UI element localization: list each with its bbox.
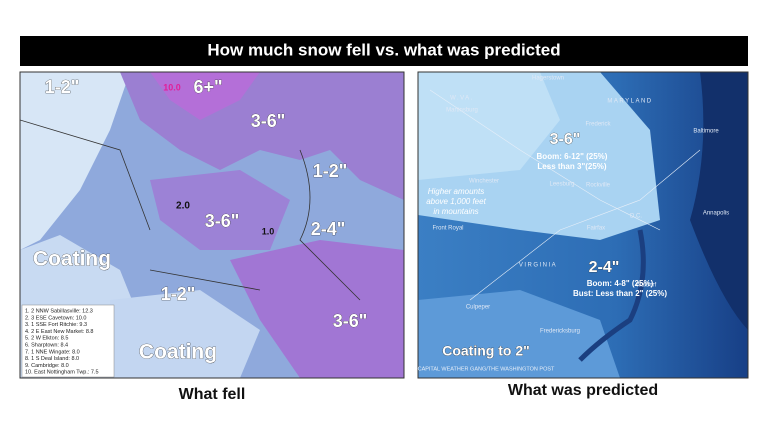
zone-amount: 2-4" <box>589 259 620 276</box>
station-entry: 2. 3 ESE Cavetown: 10.0 <box>25 315 86 321</box>
zone-bust: Bust: Less than 2" (25%) <box>573 289 667 298</box>
zone-boom: Boom: 4-8" (25%) <box>587 279 654 288</box>
station-entry: 8. 1 S Deal Island: 8.0 <box>25 356 79 362</box>
place-label: Fairfax <box>587 226 605 232</box>
map-label: 3-6" <box>333 311 368 331</box>
map-label: Coating <box>33 248 111 271</box>
station-entry: 4. 2 E East New Market: 8.8 <box>25 329 93 335</box>
right-map-frame <box>417 71 749 379</box>
zone-boom: Boom: 6-12" (25%) <box>537 152 608 161</box>
zone-low: Coating to 2" <box>442 343 530 359</box>
place-label: Hagerstown <box>532 76 564 82</box>
zone-amount: 3-6" <box>550 131 581 148</box>
map-label: 3-6" <box>251 111 286 131</box>
place-labels: Hagerstown W.VA. MARYLAND Martinsburg Freder… <box>432 76 729 335</box>
place-label: Rockville <box>586 183 611 189</box>
map-label: 2.0 <box>176 201 190 212</box>
map-label: 1-2" <box>313 161 348 181</box>
place-label: Baltimore <box>693 129 719 135</box>
station-entry: 7. 1 NNE Wingate: 8.0 <box>25 349 80 355</box>
place-label: Annapolis <box>703 211 729 217</box>
title-bar <box>20 36 748 66</box>
place-label: VIRGINIA <box>519 263 557 269</box>
station-entry: 5. 2 W Elkton: 8.5 <box>25 336 68 342</box>
station-entry: 1. 2 NNW Sabillasville: 12.3 <box>25 308 93 314</box>
mountain-note: Higher amounts <box>428 187 484 196</box>
place-label: W.VA. <box>450 96 474 102</box>
left-map <box>20 72 404 378</box>
zone-bust: Less than 3"(25%) <box>537 162 606 171</box>
place-label: MARYLAND <box>607 99 652 105</box>
place-label: Front Royal <box>432 226 463 232</box>
right-map <box>418 72 748 378</box>
station-entry: 3. 1 SSE Fort Ritchie: 9.3 <box>25 322 87 328</box>
place-label: Fredericksburg <box>540 329 580 335</box>
map-label: 3-6" <box>205 211 240 231</box>
mountain-note: above 1,000 feet <box>426 197 486 206</box>
caption: What fell <box>179 386 246 403</box>
place-label: Martinsburg <box>446 108 478 114</box>
mountain-note: in mountains <box>433 207 478 216</box>
station-entry: 10. East Nottingham Twp.: 7.5 <box>25 370 99 376</box>
place-label: Waldorf <box>636 283 657 289</box>
caption: What was predicted <box>508 382 658 399</box>
map-label: 1-2" <box>161 284 196 304</box>
map-label: 10.0 <box>163 82 181 92</box>
left-map-frame <box>19 71 405 379</box>
place-label: Leesburg <box>549 182 574 188</box>
place-label: Winchester <box>469 179 499 185</box>
map-label: 6+" <box>193 77 222 97</box>
title: How much snow fell vs. what was predicte… <box>207 40 560 59</box>
credit: CAPITAL WEATHER GANG/THE WASHINGTON POST <box>418 366 555 372</box>
station-list: 1. 2 NNW Sabillasville: 12.32. 3 ESE Cav… <box>25 308 99 375</box>
map-label: 1-2" <box>45 77 80 97</box>
map-label: 1.0 <box>262 226 275 236</box>
map-label: Coating <box>139 341 217 364</box>
place-label: D.C. <box>630 214 642 220</box>
place-label: Frederick <box>585 122 611 128</box>
station-entry: 9. Cambridge: 8.0 <box>25 363 69 369</box>
station-list-box <box>21 304 115 378</box>
station-entry: 6. Sharptown: 8.4 <box>25 342 68 348</box>
map-label: 2-4" <box>311 219 346 239</box>
place-label: Culpeper <box>466 305 490 311</box>
